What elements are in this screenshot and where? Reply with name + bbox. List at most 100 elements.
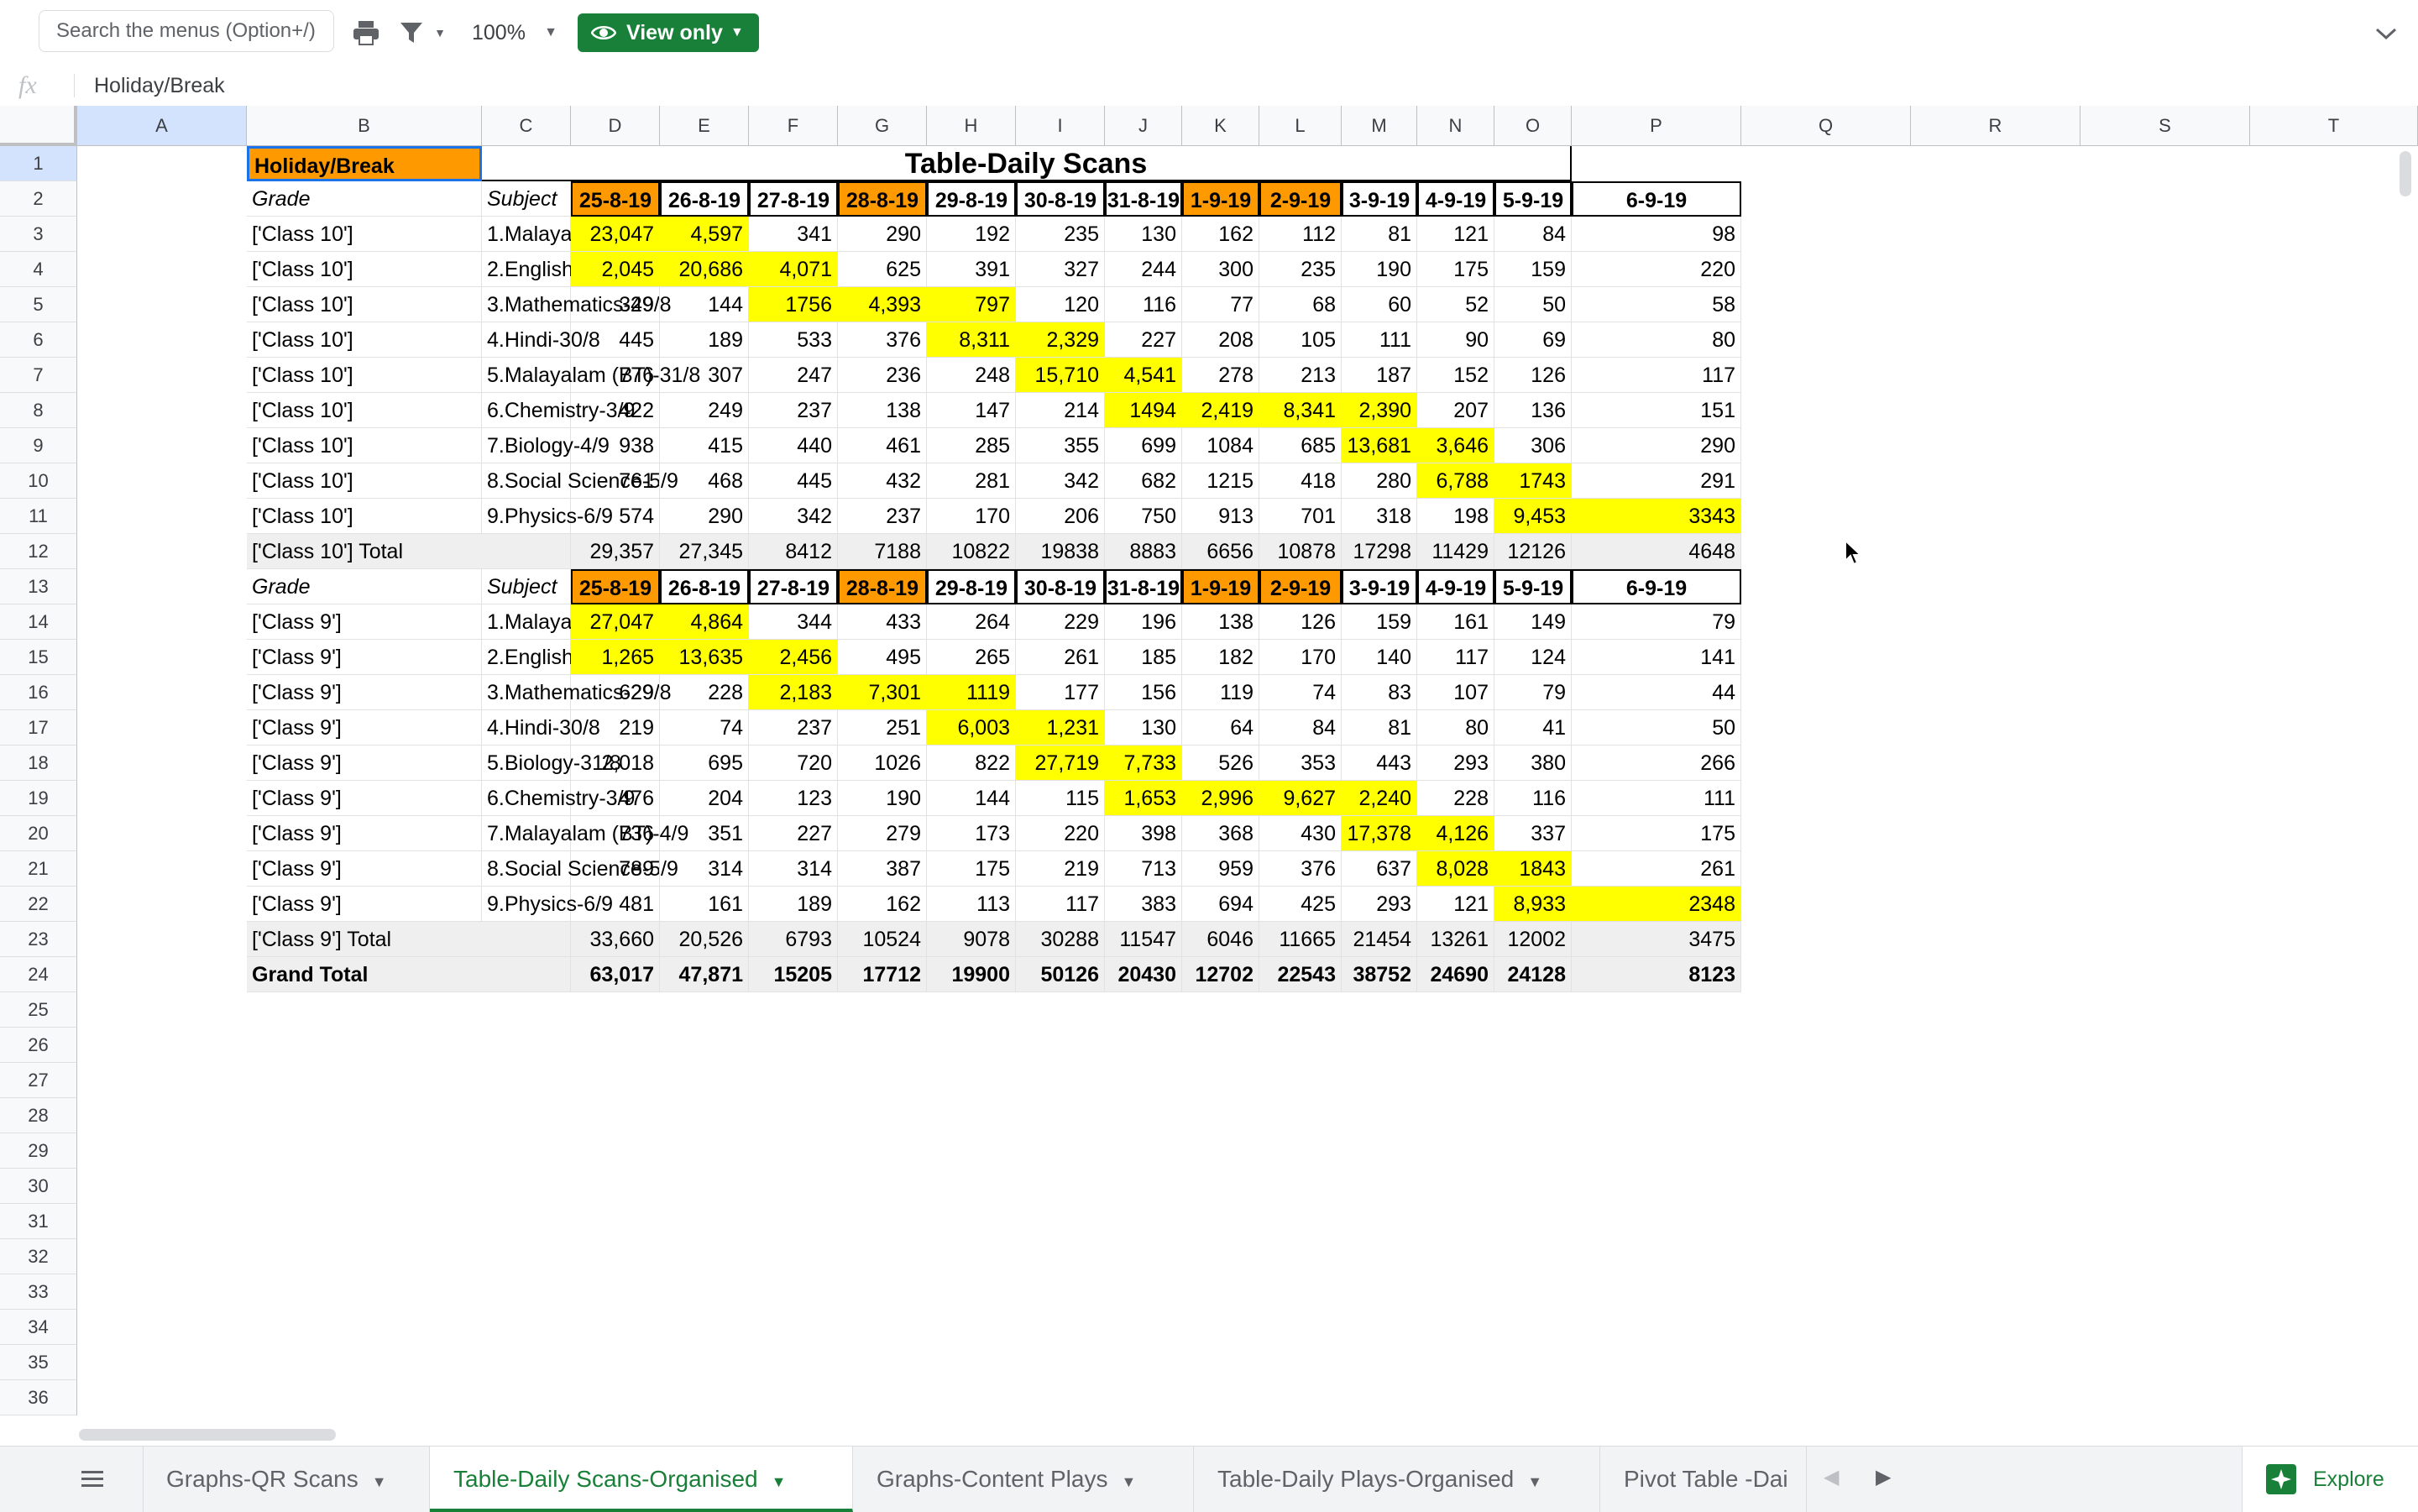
value-cell[interactable]: 69 xyxy=(1494,322,1572,358)
value-cell[interactable]: 170 xyxy=(1259,640,1342,675)
class9-total-value[interactable]: 30288 xyxy=(1016,922,1105,957)
value-cell[interactable]: 2,390 xyxy=(1342,393,1417,428)
value-cell[interactable]: 121 xyxy=(1417,887,1494,922)
value-cell[interactable]: 822 xyxy=(927,746,1016,781)
row-header-16[interactable]: 16 xyxy=(0,675,77,710)
tab-table-daily-plays-organised[interactable]: Table-Daily Plays-Organised ▼ xyxy=(1194,1447,1600,1512)
value-cell[interactable]: 235 xyxy=(1259,252,1342,287)
column-header-l[interactable]: L xyxy=(1259,106,1342,146)
value-cell[interactable]: 227 xyxy=(749,816,838,851)
value-cell[interactable]: 2,183 xyxy=(749,675,838,710)
row-header-9[interactable]: 9 xyxy=(0,428,77,463)
value-cell[interactable]: 6,788 xyxy=(1417,463,1494,499)
value-cell[interactable]: 187 xyxy=(1342,358,1417,393)
value-cell[interactable]: 13,681 xyxy=(1342,428,1417,463)
value-cell[interactable]: 151 xyxy=(1572,393,1741,428)
value-cell[interactable]: 279 xyxy=(838,816,927,851)
value-cell[interactable]: 162 xyxy=(838,887,927,922)
scroll-tabs-left-icon[interactable]: ◀ xyxy=(1824,1466,1840,1488)
value-cell[interactable]: 533 xyxy=(749,322,838,358)
value-cell[interactable]: 79 xyxy=(1572,604,1741,640)
value-cell[interactable]: 138 xyxy=(838,393,927,428)
value-cell[interactable]: 265 xyxy=(927,640,1016,675)
value-cell[interactable]: 318 xyxy=(1342,499,1417,534)
row-header-34[interactable]: 34 xyxy=(0,1310,77,1345)
subject-cell[interactable]: 5.Biology-31/8 xyxy=(482,746,621,781)
row-header-35[interactable]: 35 xyxy=(0,1345,77,1380)
value-cell[interactable]: 119 xyxy=(1182,675,1259,710)
value-cell[interactable]: 380 xyxy=(1494,746,1572,781)
value-cell[interactable]: 1756 xyxy=(749,287,838,322)
grand-total-value[interactable]: 38752 xyxy=(1342,957,1417,992)
value-cell[interactable]: 124 xyxy=(1494,640,1572,675)
value-cell[interactable]: 264 xyxy=(927,604,1016,640)
value-cell[interactable]: 79 xyxy=(1494,675,1572,710)
grand-total-value[interactable]: 22543 xyxy=(1259,957,1342,992)
value-cell[interactable]: 228 xyxy=(1417,781,1494,816)
value-cell[interactable]: 4,071 xyxy=(749,252,838,287)
value-cell[interactable]: 80 xyxy=(1572,322,1741,358)
grade-cell[interactable]: ['Class 9'] xyxy=(247,781,482,816)
value-cell[interactable]: 1743 xyxy=(1494,463,1572,499)
class9-total-label[interactable]: ['Class 9'] Total xyxy=(247,922,571,957)
row-header-28[interactable]: 28 xyxy=(0,1098,77,1133)
value-cell[interactable]: 208 xyxy=(1182,322,1259,358)
date-header[interactable]: 31-8-19 xyxy=(1105,181,1182,217)
value-cell[interactable]: 261 xyxy=(1572,851,1741,887)
column-header-q[interactable]: Q xyxy=(1741,106,1911,146)
table-title[interactable]: Table-Daily Scans xyxy=(482,146,1572,181)
value-cell[interactable]: 4,597 xyxy=(660,217,749,252)
column-header-g[interactable]: G xyxy=(838,106,927,146)
value-cell[interactable]: 776 xyxy=(571,358,660,393)
value-cell[interactable]: 422 xyxy=(571,393,660,428)
column-header-s[interactable]: S xyxy=(2080,106,2250,146)
value-cell[interactable]: 159 xyxy=(1342,604,1417,640)
grade-cell[interactable]: ['Class 10'] xyxy=(247,287,482,322)
class9-total-value[interactable]: 13261 xyxy=(1417,922,1494,957)
horizontal-scrollbar[interactable] xyxy=(79,1429,336,1441)
value-cell[interactable]: 237 xyxy=(838,499,927,534)
value-cell[interactable]: 64 xyxy=(1182,710,1259,746)
class10-total-value[interactable]: 27,345 xyxy=(660,534,749,569)
value-cell[interactable]: 136 xyxy=(1494,393,1572,428)
value-cell[interactable]: 290 xyxy=(660,499,749,534)
all-sheets-icon[interactable] xyxy=(0,1447,144,1512)
value-cell[interactable]: 220 xyxy=(1572,252,1741,287)
print-icon[interactable] xyxy=(349,12,383,54)
value-cell[interactable]: 685 xyxy=(1259,428,1342,463)
value-cell[interactable]: 418 xyxy=(1259,463,1342,499)
value-cell[interactable]: 219 xyxy=(1016,851,1105,887)
value-cell[interactable]: 789 xyxy=(571,851,660,887)
value-cell[interactable]: 2,329 xyxy=(1016,322,1105,358)
value-cell[interactable]: 290 xyxy=(1572,428,1741,463)
subject-cell[interactable]: 6.Chemistry-3/9 xyxy=(482,781,635,816)
row-header-27[interactable]: 27 xyxy=(0,1063,77,1098)
value-cell[interactable]: 177 xyxy=(1016,675,1105,710)
class10-total-value[interactable]: 10822 xyxy=(927,534,1016,569)
value-cell[interactable]: 244 xyxy=(1105,252,1182,287)
value-cell[interactable]: 130 xyxy=(1105,217,1182,252)
value-cell[interactable]: 237 xyxy=(749,710,838,746)
value-cell[interactable]: 207 xyxy=(1417,393,1494,428)
grand-total-value[interactable]: 47,871 xyxy=(660,957,749,992)
class9-total-value[interactable]: 9078 xyxy=(927,922,1016,957)
zoom-value[interactable]: 100% xyxy=(472,21,526,44)
value-cell[interactable]: 1,653 xyxy=(1105,781,1182,816)
value-cell[interactable]: 445 xyxy=(749,463,838,499)
row-header-11[interactable]: 11 xyxy=(0,499,77,534)
value-cell[interactable]: 116 xyxy=(1494,781,1572,816)
filter-dropdown-icon[interactable]: ▼ xyxy=(434,26,446,39)
value-cell[interactable]: 261 xyxy=(1016,640,1105,675)
value-cell[interactable]: 214 xyxy=(1016,393,1105,428)
row-header-31[interactable]: 31 xyxy=(0,1204,77,1239)
column-header-f[interactable]: F xyxy=(749,106,838,146)
column-header-o[interactable]: O xyxy=(1494,106,1572,146)
value-cell[interactable]: 50 xyxy=(1494,287,1572,322)
value-cell[interactable]: 77 xyxy=(1182,287,1259,322)
value-cell[interactable]: 368 xyxy=(1182,816,1259,851)
value-cell[interactable]: 1084 xyxy=(1182,428,1259,463)
row-header-24[interactable]: 24 xyxy=(0,957,77,992)
grand-total-value[interactable]: 15205 xyxy=(749,957,838,992)
value-cell[interactable]: 959 xyxy=(1182,851,1259,887)
column-header-r[interactable]: R xyxy=(1911,106,2080,146)
